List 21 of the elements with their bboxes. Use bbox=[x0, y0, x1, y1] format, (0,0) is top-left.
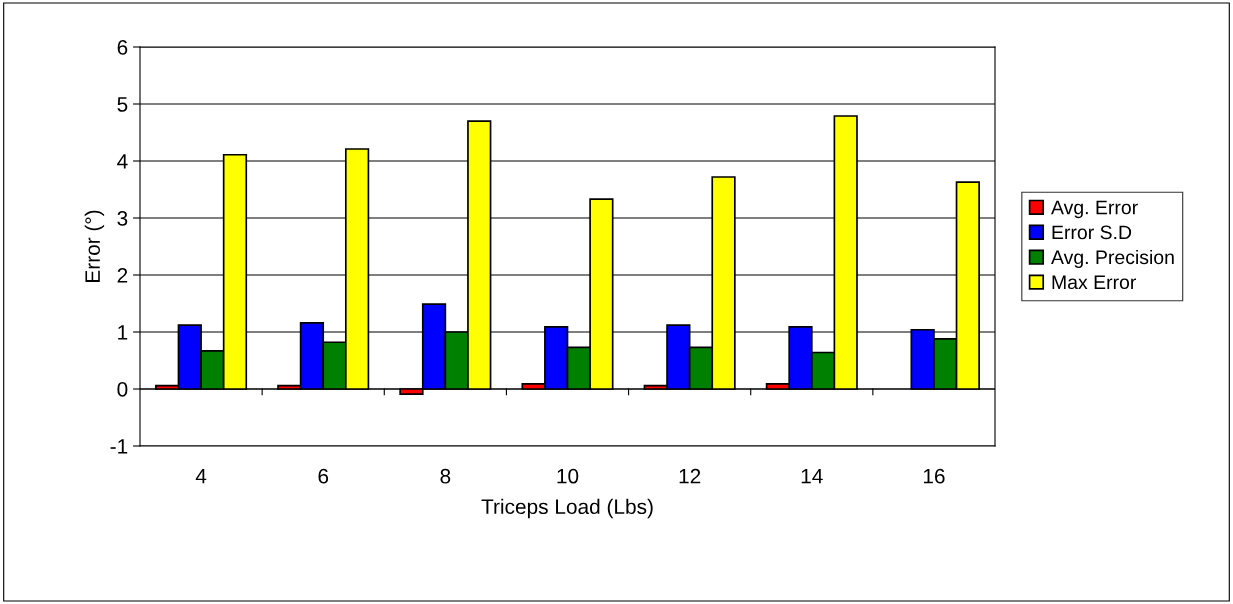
x-tick-label: 12 bbox=[679, 468, 701, 484]
y-tick-label: 0 bbox=[117, 382, 128, 397]
y-tick-label: -1 bbox=[110, 439, 128, 454]
y-tick-label: 4 bbox=[117, 154, 128, 169]
x-axis-title: Triceps Load (Lbs) bbox=[481, 498, 653, 519]
x-tick-label: 4 bbox=[195, 468, 207, 484]
y-tick-label: 2 bbox=[117, 268, 128, 283]
y-tick-label: 1 bbox=[118, 325, 128, 340]
legend-label: Avg. Precision bbox=[1051, 249, 1174, 269]
y-tick-label: 5 bbox=[117, 97, 128, 112]
y-axis-title: Error (°) bbox=[84, 210, 105, 282]
x-tick-label: 10 bbox=[557, 468, 579, 484]
legend-label: Avg. Error bbox=[1051, 200, 1138, 219]
legend-label: Max Error bbox=[1052, 275, 1137, 290]
x-tick-label: 16 bbox=[923, 468, 945, 484]
x-tick-label: 8 bbox=[440, 468, 451, 484]
legend-label: Error S.D bbox=[1052, 225, 1132, 240]
y-tick-label: 6 bbox=[117, 40, 128, 55]
x-tick-label: 6 bbox=[318, 468, 329, 484]
x-tick-label: 14 bbox=[801, 468, 823, 484]
y-tick-label: 3 bbox=[117, 211, 128, 226]
